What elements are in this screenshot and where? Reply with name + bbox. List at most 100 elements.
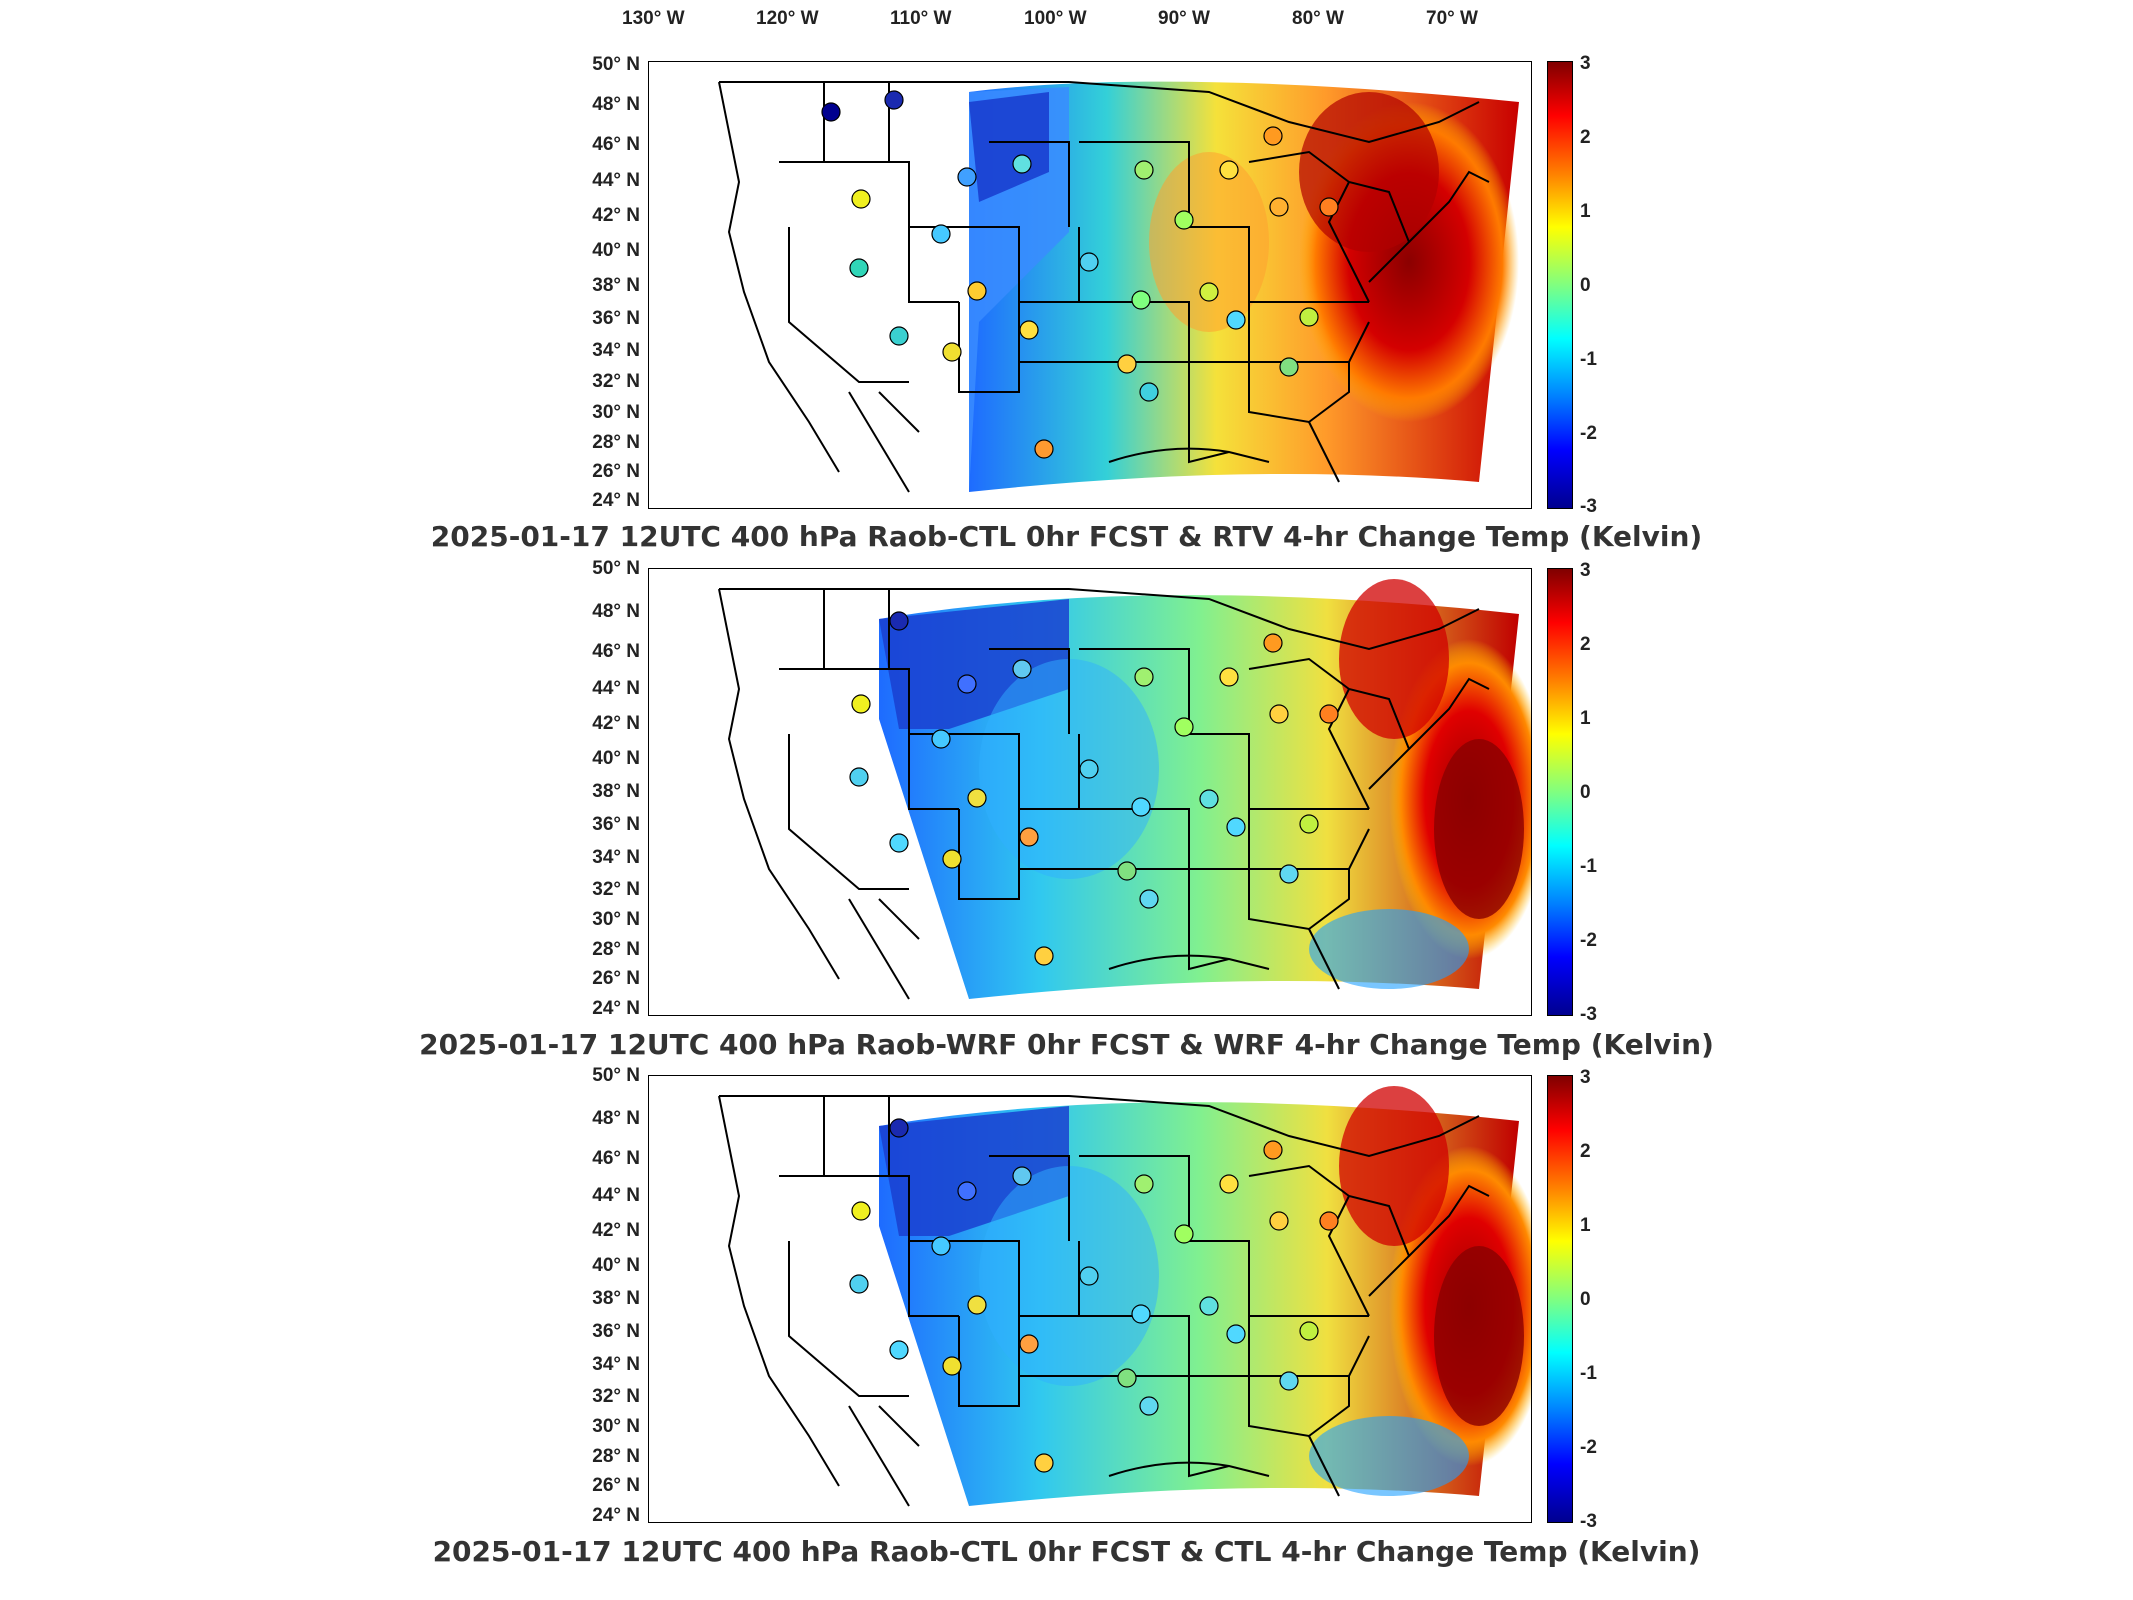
lat-label: 28° N (592, 939, 640, 960)
station-marker-icon (821, 102, 841, 122)
station-marker-icon (1319, 1211, 1339, 1231)
station-marker-icon (1219, 160, 1239, 180)
cool-band (979, 1166, 1159, 1386)
lat-label: 44° N (592, 170, 640, 191)
lat-label: 30° N (592, 402, 640, 423)
station-marker-icon (1199, 1296, 1219, 1316)
station-marker-icon (1263, 1140, 1283, 1160)
map-canvas (718, 1086, 1531, 1507)
lat-label: 24° N (592, 998, 640, 1019)
station-marker-icon (1079, 759, 1099, 779)
lat-label: 28° N (592, 1446, 640, 1467)
lat-label: 44° N (592, 1185, 640, 1206)
warm-anomaly-core (1339, 579, 1449, 739)
lat-label: 36° N (592, 1321, 640, 1342)
station-marker-icon (1139, 889, 1159, 909)
colorbar-tick: -1 (1580, 856, 1597, 877)
station-marker-icon (849, 767, 869, 787)
station-marker-icon (1263, 633, 1283, 653)
lat-label: 32° N (592, 1386, 640, 1407)
colorbar-tick: 2 (1580, 634, 1591, 655)
station-marker-icon (889, 1118, 909, 1138)
cool-band (979, 659, 1159, 879)
colorbar-tick: -2 (1580, 1437, 1597, 1458)
colorbar-tick: 3 (1580, 53, 1591, 74)
colorbar-tick: -1 (1580, 349, 1597, 370)
lat-label: 24° N (592, 1505, 640, 1526)
station-marker-icon (851, 694, 871, 714)
panel-title: 2025-01-17 12UTC 400 hPa Raob-WRF 0hr FC… (419, 1028, 1714, 1061)
lat-label: 34° N (592, 1354, 640, 1375)
station-marker-icon (1134, 1174, 1154, 1194)
station-marker-icon (1299, 307, 1319, 327)
station-marker-icon (1279, 864, 1299, 884)
lat-label: 42° N (592, 1220, 640, 1241)
station-marker-icon (884, 90, 904, 110)
state-boundaries (718, 81, 1490, 493)
map-canvas (718, 81, 1519, 493)
cool-band (1309, 1416, 1469, 1496)
colorbar-tick: -1 (1580, 1363, 1597, 1384)
map-canvas (718, 579, 1531, 1000)
station-marker-icon (1279, 1371, 1299, 1391)
lat-label: 38° N (592, 275, 640, 296)
station-marker-icon (942, 1356, 962, 1376)
lat-label: 32° N (592, 371, 640, 392)
station-marker-icon (1299, 1321, 1319, 1341)
lat-label: 32° N (592, 879, 640, 900)
station-marker-icon (1079, 1266, 1099, 1286)
lat-label: 28° N (592, 432, 640, 453)
station-marker-icon (931, 729, 951, 749)
station-marker-icon (1319, 197, 1339, 217)
station-markers (849, 611, 1339, 966)
station-marker-icon (1079, 252, 1099, 272)
station-marker-icon (889, 326, 909, 346)
lon-label: 70° W (1426, 8, 1478, 29)
lon-label: 90° W (1158, 8, 1210, 29)
map-plot (648, 568, 1532, 1016)
station-marker-icon (1226, 1324, 1246, 1344)
colorbar-tick: 0 (1580, 275, 1591, 296)
colorbar-tick: 1 (1580, 1215, 1591, 1236)
station-marker-icon (1263, 126, 1283, 146)
station-marker-icon (931, 1236, 951, 1256)
lat-label: 46° N (592, 641, 640, 662)
state-boundaries (718, 1095, 1490, 1507)
lat-label: 50° N (592, 54, 640, 75)
lat-label: 46° N (592, 1148, 640, 1169)
station-marker-icon (1199, 282, 1219, 302)
warm-band (1149, 152, 1269, 332)
station-marker-icon (1131, 797, 1151, 817)
colorbar (1547, 1075, 1573, 1523)
station-marker-icon (1134, 667, 1154, 687)
panel-title: 2025-01-17 12UTC 400 hPa Raob-CTL 0hr FC… (432, 1535, 1701, 1568)
lon-label: 110° W (890, 8, 952, 29)
station-markers (821, 90, 1339, 459)
map-plot (648, 61, 1532, 509)
station-marker-icon (1279, 357, 1299, 377)
station-marker-icon (1299, 814, 1319, 834)
colorbar (1547, 61, 1573, 509)
lat-label: 26° N (592, 461, 640, 482)
station-marker-icon (1199, 789, 1219, 809)
lat-label: 26° N (592, 1475, 640, 1496)
lon-label: 100° W (1024, 8, 1087, 29)
lon-label: 80° W (1292, 8, 1344, 29)
station-marker-icon (967, 1295, 987, 1315)
panel-title: 2025-01-17 12UTC 400 hPa Raob-CTL 0hr FC… (430, 520, 1703, 553)
station-marker-icon (1019, 1334, 1039, 1354)
lat-label: 40° N (592, 1255, 640, 1276)
station-marker-icon (1012, 659, 1032, 679)
station-marker-icon (1174, 210, 1194, 230)
lon-label: 120° W (756, 8, 819, 29)
lat-label: 26° N (592, 968, 640, 989)
lat-label: 42° N (592, 205, 640, 226)
lat-label: 48° N (592, 601, 640, 622)
colorbar-tick: -3 (1580, 1511, 1597, 1532)
station-marker-icon (1319, 704, 1339, 724)
station-marker-icon (931, 224, 951, 244)
station-marker-icon (1012, 154, 1032, 174)
colorbar-tick: 0 (1580, 782, 1591, 803)
lat-label: 42° N (592, 713, 640, 734)
lat-label: 40° N (592, 748, 640, 769)
